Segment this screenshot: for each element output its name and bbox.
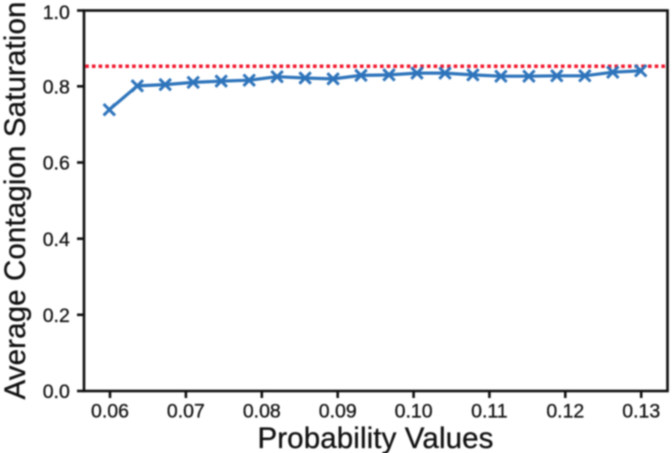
- svg-text:0.0: 0.0: [43, 381, 70, 403]
- svg-text:0.08: 0.08: [243, 401, 281, 423]
- svg-text:0.12: 0.12: [546, 401, 584, 423]
- svg-text:Probability Values: Probability Values: [257, 422, 493, 453]
- svg-text:0.2: 0.2: [43, 305, 70, 327]
- svg-text:1.0: 1.0: [43, 2, 70, 24]
- svg-text:Average Contagion Saturation: Average Contagion Saturation: [0, 1, 32, 399]
- svg-text:0.6: 0.6: [43, 153, 70, 175]
- svg-text:0.09: 0.09: [319, 401, 357, 423]
- svg-text:0.13: 0.13: [622, 401, 660, 423]
- svg-text:0.4: 0.4: [43, 229, 70, 251]
- svg-text:0.06: 0.06: [91, 401, 129, 423]
- svg-text:0.8: 0.8: [43, 77, 70, 99]
- svg-text:0.07: 0.07: [167, 401, 205, 423]
- svg-text:0.10: 0.10: [395, 401, 433, 423]
- svg-text:0.11: 0.11: [471, 401, 508, 423]
